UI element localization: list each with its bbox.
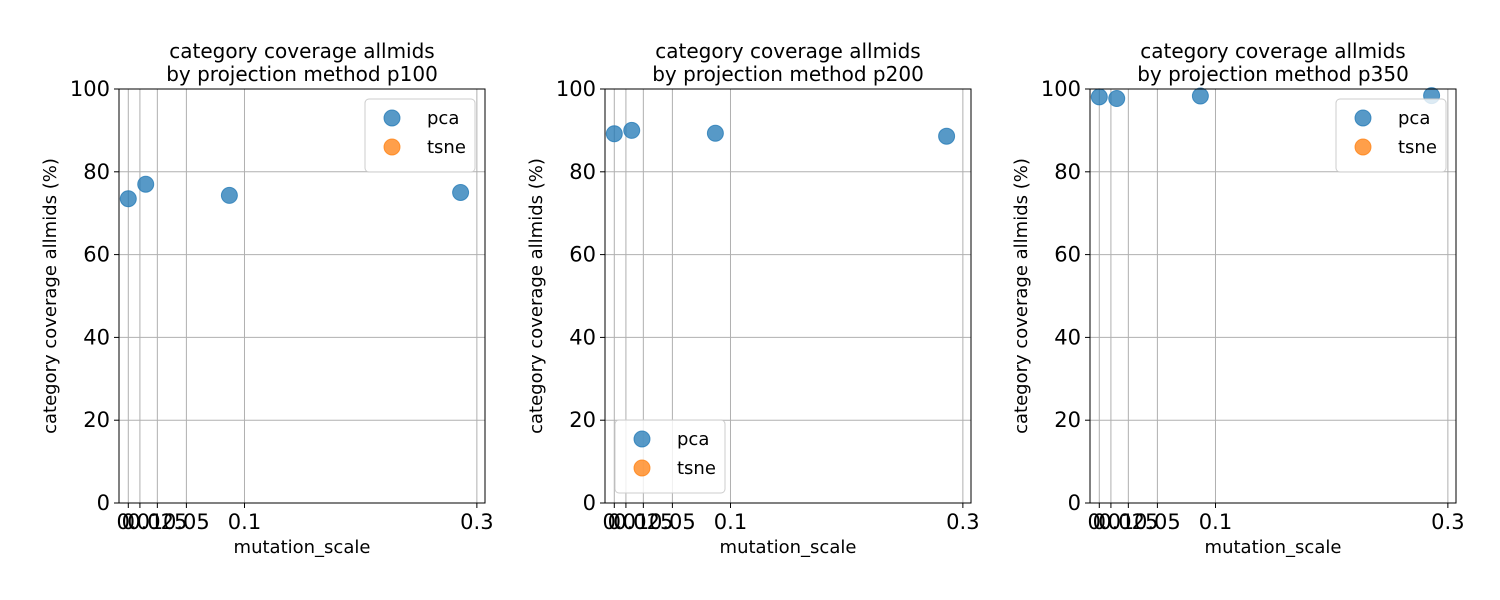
data-point-pca (938, 127, 956, 145)
data-point-pca (1191, 87, 1209, 105)
y-tick-label: 40 (83, 325, 110, 349)
chart-title-line-1: category coverage allmids (655, 39, 920, 63)
y-tick-label: 0 (583, 491, 596, 515)
legend-marker-tsne (1354, 138, 1372, 156)
y-tick-label: 0 (97, 491, 110, 515)
y-tick-label: 60 (1054, 243, 1081, 267)
legend: pca tsne (1335, 98, 1447, 173)
y-axis-label: category coverage allmids (%) (40, 158, 61, 434)
y-tick-label: 0 (1068, 491, 1081, 515)
x-tick-label: 0.3 (460, 510, 493, 534)
data-point-pca (220, 186, 238, 204)
y-tick-label: 80 (569, 160, 596, 184)
chart-title-line-1: category coverage allmids (169, 39, 434, 63)
y-tick-label: 80 (83, 160, 110, 184)
plot-frame (1089, 88, 1457, 504)
chart-title-line-2: by projection method p200 (652, 62, 924, 86)
x-tick-label: 0 (1093, 510, 1106, 534)
chart-title-line-2: by projection method p350 (1137, 62, 1409, 86)
y-tick-label: 40 (569, 325, 596, 349)
x-tick-label: 0.3 (946, 510, 979, 534)
x-tick-label: 0.05 (1134, 510, 1181, 534)
x-axis-label: mutation_scale (234, 537, 371, 558)
legend-marker-pca (383, 109, 401, 127)
x-tick-label: 0.05 (163, 510, 210, 534)
y-tick-label: 20 (83, 408, 110, 432)
y-axis-label: category coverage allmids (%) (1011, 158, 1032, 434)
y-tick-label: 20 (569, 408, 596, 432)
legend-label-pca: pca (427, 108, 459, 129)
data-point-pca (452, 184, 470, 201)
legend: pca tsne (364, 98, 476, 173)
legend-marker-tsne (633, 459, 651, 477)
y-tick-label: 100 (1041, 77, 1081, 101)
x-tick-label: 0.3 (1431, 510, 1464, 534)
plot-frame (604, 88, 972, 504)
x-tick-label: 0.025 (1098, 510, 1158, 534)
legend-marker-tsne (383, 138, 401, 156)
y-tick-label: 20 (1054, 408, 1081, 432)
legend-label-pca: pca (677, 429, 709, 450)
y-tick-label: 100 (70, 77, 110, 101)
x-tick-label: 0.1 (228, 510, 261, 534)
data-point-pca (1108, 90, 1126, 108)
y-tick-label: 100 (556, 77, 596, 101)
legend-marker-pca (1354, 109, 1372, 127)
legend-label-tsne: tsne (1398, 137, 1437, 158)
x-tick-label: 0 (122, 510, 135, 534)
data-point-pca (706, 124, 724, 142)
legend: pca tsne (614, 419, 726, 494)
x-tick-label: 0.01 (117, 510, 164, 534)
legend-label-pca: pca (1398, 108, 1430, 129)
y-tick-label: 40 (1054, 325, 1081, 349)
x-tick-label: 0.1 (1199, 510, 1232, 534)
x-tick-label: 0.025 (613, 510, 673, 534)
legend-label-tsne: tsne (427, 137, 466, 158)
legend-marker-pca (633, 430, 651, 448)
x-tick-label: 0.1 (714, 510, 747, 534)
x-tick-label: 0.05 (649, 510, 696, 534)
data-point-pca (1090, 88, 1108, 106)
y-tick-label: 80 (1054, 160, 1081, 184)
x-axis-label: mutation_scale (720, 537, 857, 558)
chart-title-line-2: by projection method p100 (166, 62, 438, 86)
x-tick-label: 0.01 (1088, 510, 1135, 534)
data-point-pca (623, 121, 641, 139)
y-tick-label: 60 (569, 243, 596, 267)
plot-frame (118, 88, 486, 504)
data-point-pca (119, 190, 137, 208)
x-tick-label: 0 (608, 510, 621, 534)
y-tick-label: 60 (83, 243, 110, 267)
chart-title-line-1: category coverage allmids (1140, 39, 1405, 63)
x-tick-label: 0.025 (127, 510, 187, 534)
x-tick-label: 0.01 (603, 510, 650, 534)
legend-label-tsne: tsne (677, 458, 716, 479)
data-point-pca (137, 175, 155, 193)
y-axis-label: category coverage allmids (%) (526, 158, 547, 434)
x-axis-label: mutation_scale (1205, 537, 1342, 558)
data-point-pca (605, 125, 623, 143)
